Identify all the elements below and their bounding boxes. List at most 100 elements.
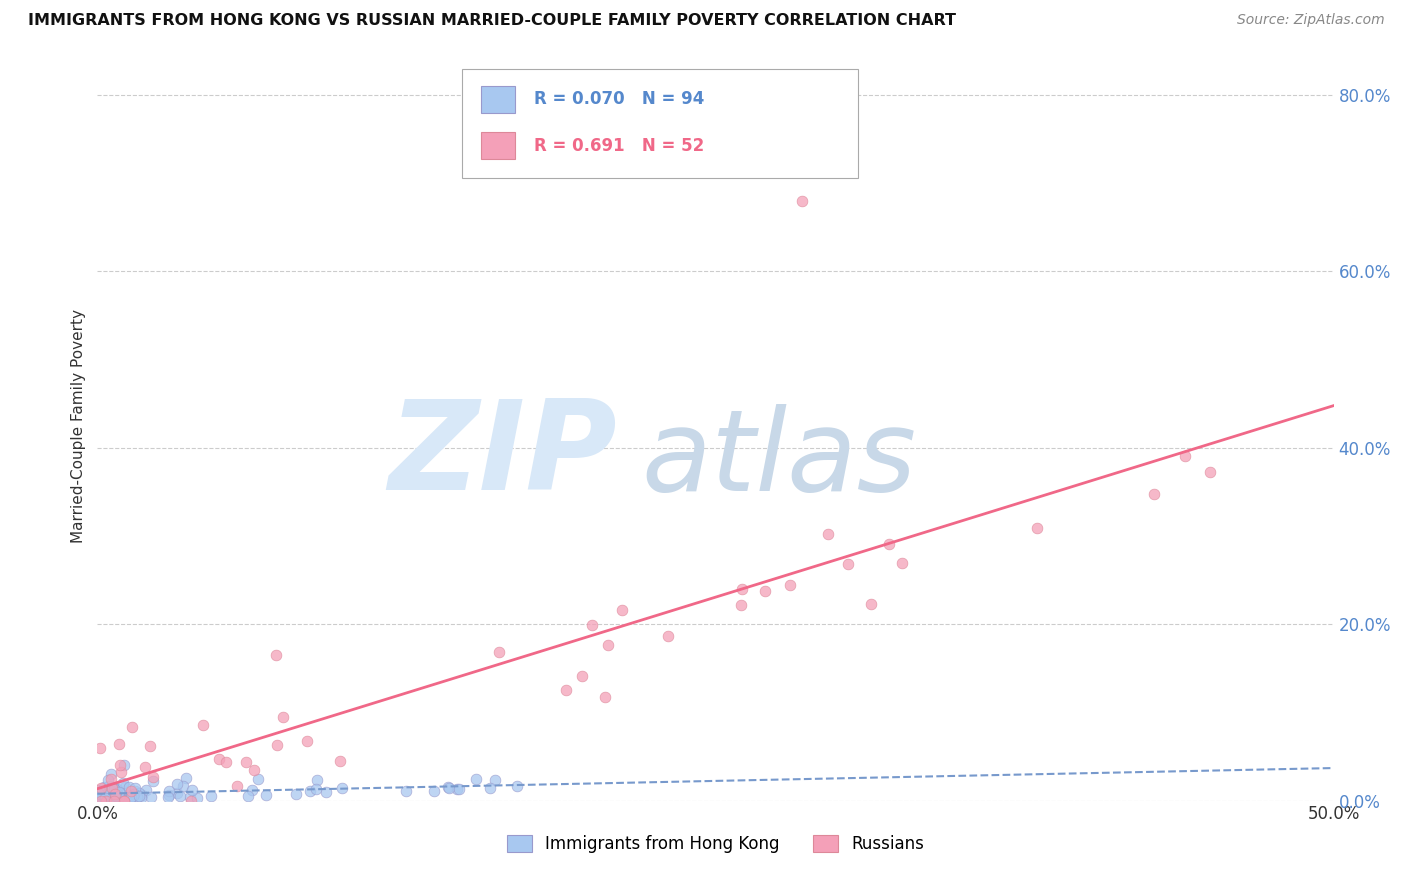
Point bbox=[180, 783, 202, 797]
Point bbox=[166, 786, 188, 800]
Point bbox=[105, 781, 128, 796]
Point bbox=[877, 537, 900, 551]
Point bbox=[329, 754, 352, 768]
Point bbox=[610, 603, 633, 617]
Point bbox=[94, 794, 117, 808]
Point bbox=[90, 794, 112, 808]
Text: R = 0.691   N = 52: R = 0.691 N = 52 bbox=[534, 137, 704, 155]
Bar bbox=[481, 86, 515, 113]
Point bbox=[860, 598, 883, 612]
Point bbox=[105, 789, 128, 803]
Point bbox=[97, 773, 120, 788]
Point bbox=[100, 792, 122, 806]
Point bbox=[395, 783, 418, 797]
Point bbox=[90, 792, 112, 806]
Point bbox=[96, 781, 118, 796]
Point bbox=[571, 669, 593, 683]
Point bbox=[103, 781, 125, 796]
Point bbox=[89, 791, 111, 805]
Point bbox=[107, 792, 129, 806]
Point bbox=[200, 789, 222, 804]
Point bbox=[305, 772, 328, 787]
Point bbox=[86, 792, 108, 806]
Point bbox=[243, 763, 266, 777]
Point bbox=[111, 776, 134, 790]
Point bbox=[479, 780, 502, 795]
Point bbox=[256, 788, 278, 802]
Point bbox=[89, 783, 111, 797]
Bar bbox=[481, 132, 515, 160]
Point bbox=[285, 788, 308, 802]
Point bbox=[120, 786, 142, 800]
Point bbox=[89, 793, 111, 807]
Point bbox=[108, 784, 131, 798]
Point bbox=[754, 584, 776, 599]
Point bbox=[120, 784, 142, 798]
Point bbox=[105, 793, 128, 807]
Point bbox=[135, 783, 157, 797]
Point bbox=[179, 789, 201, 804]
Point bbox=[98, 784, 121, 798]
Point bbox=[127, 790, 149, 805]
Point bbox=[89, 790, 111, 805]
Point bbox=[157, 788, 180, 802]
Point bbox=[100, 772, 122, 787]
Text: R = 0.070   N = 94: R = 0.070 N = 94 bbox=[534, 90, 704, 109]
Point bbox=[108, 791, 131, 805]
Point bbox=[464, 772, 486, 787]
Point bbox=[142, 773, 165, 788]
Point bbox=[581, 617, 603, 632]
Point bbox=[890, 557, 912, 571]
Point bbox=[295, 734, 318, 748]
Point bbox=[193, 718, 215, 732]
Point bbox=[104, 789, 127, 803]
Point bbox=[172, 779, 194, 793]
Point bbox=[315, 785, 337, 799]
Point bbox=[124, 783, 146, 797]
Legend: Immigrants from Hong Kong, Russians: Immigrants from Hong Kong, Russians bbox=[501, 829, 931, 860]
Point bbox=[114, 794, 136, 808]
Point bbox=[215, 755, 238, 769]
Point bbox=[100, 788, 122, 802]
Point bbox=[121, 720, 143, 734]
Point bbox=[446, 781, 468, 796]
Point bbox=[264, 648, 287, 663]
Point bbox=[1174, 449, 1197, 463]
Point bbox=[156, 790, 179, 805]
Y-axis label: Married-Couple Family Poverty: Married-Couple Family Poverty bbox=[72, 309, 86, 542]
Point bbox=[139, 739, 162, 754]
Text: ZIP: ZIP bbox=[388, 395, 617, 516]
Point bbox=[104, 793, 127, 807]
Point bbox=[157, 784, 180, 798]
Point bbox=[110, 791, 132, 805]
Point bbox=[129, 791, 152, 805]
Point bbox=[169, 789, 191, 803]
Point bbox=[121, 789, 143, 803]
Point bbox=[108, 789, 131, 804]
Text: atlas: atlas bbox=[641, 404, 917, 515]
Point bbox=[657, 629, 679, 643]
Point bbox=[104, 785, 127, 799]
Point bbox=[134, 759, 156, 773]
Point bbox=[112, 758, 135, 772]
Point bbox=[488, 645, 510, 659]
Point bbox=[423, 784, 446, 798]
Point bbox=[103, 793, 125, 807]
Point bbox=[596, 638, 619, 652]
Point bbox=[101, 788, 124, 802]
Point bbox=[114, 780, 136, 795]
Point bbox=[271, 710, 294, 724]
Point bbox=[93, 780, 115, 794]
Point bbox=[103, 793, 125, 807]
Point bbox=[105, 782, 128, 797]
Point bbox=[226, 779, 249, 793]
Point bbox=[730, 598, 752, 612]
Point bbox=[120, 789, 142, 804]
Point bbox=[87, 787, 110, 801]
Point bbox=[131, 788, 153, 802]
Bar bbox=[463, 70, 858, 178]
Point bbox=[89, 740, 111, 755]
Point bbox=[186, 790, 208, 805]
Point bbox=[266, 738, 288, 752]
Point bbox=[103, 781, 125, 796]
